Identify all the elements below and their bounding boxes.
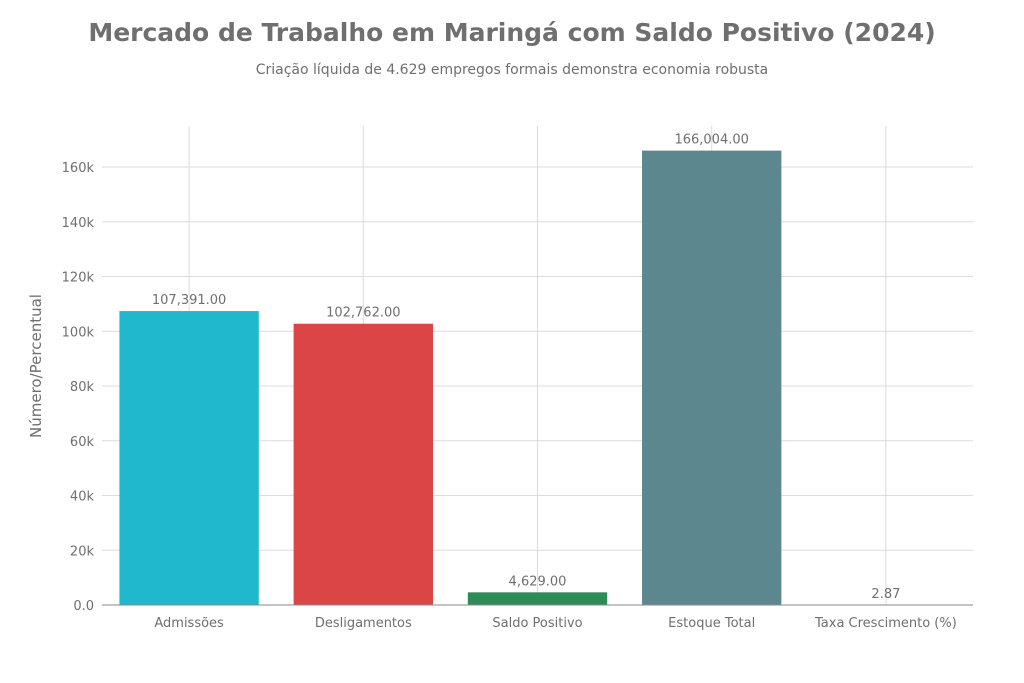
bars (119, 150, 956, 605)
y-tick-label: 20k (70, 544, 95, 559)
y-tick-label: 0.0 (73, 599, 94, 614)
y-tick-label: 40k (70, 490, 95, 505)
x-tick-label: Taxa Crescimento (%) (814, 616, 957, 631)
chart-title: Mercado de Trabalho em Maringá com Saldo… (88, 18, 936, 47)
x-tick-label: Estoque Total (668, 616, 755, 631)
y-axis-ticks: 0.0 20k 40k 60k 80k 100k 120k 140k 160k (62, 161, 95, 614)
y-tick-label: 80k (70, 380, 95, 395)
bar (119, 311, 259, 605)
y-tick-label: 100k (62, 325, 95, 340)
chart-subtitle: Criação líquida de 4.629 empregos formai… (255, 62, 769, 78)
bar-value-label: 166,004.00 (674, 133, 748, 148)
y-tick-label: 120k (62, 271, 95, 286)
x-tick-label: Desligamentos (315, 616, 412, 631)
bar-value-label: 2.87 (871, 587, 900, 602)
x-tick-label: Saldo Positivo (492, 616, 582, 631)
bar-value-label: 4,629.00 (509, 574, 567, 589)
x-tick-label: Admissões (154, 616, 224, 631)
y-tick-label: 140k (62, 216, 95, 231)
bar (293, 323, 433, 605)
x-axis-ticks: Admissões Desligamentos Saldo Positivo Esto… (154, 616, 956, 631)
bar (642, 150, 782, 605)
bar-value-label: 107,391.00 (152, 293, 226, 308)
y-tick-label: 160k (62, 161, 95, 176)
y-axis-label: Número/Percentual (27, 294, 45, 438)
y-tick-label: 60k (70, 435, 95, 450)
data-labels: 107,391.00 102,762.00 4,629.00 166,004.00 2.… (152, 133, 900, 602)
bar-value-label: 102,762.00 (326, 306, 400, 321)
bar (467, 592, 608, 605)
